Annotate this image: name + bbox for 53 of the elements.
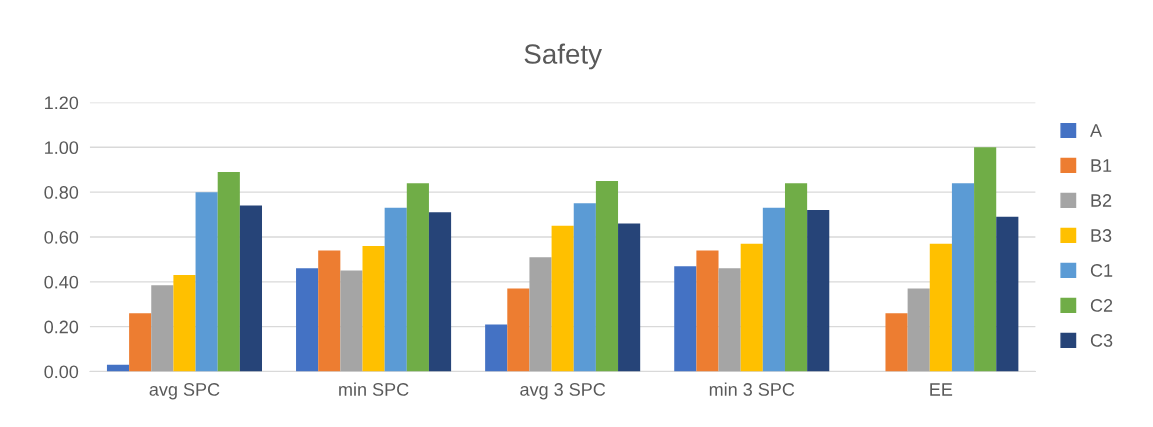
bar xyxy=(573,203,596,372)
bar xyxy=(907,288,930,372)
y-tick-label: 0.00 xyxy=(44,365,79,379)
x-tick-label: min 3 SPC xyxy=(709,382,795,396)
bar xyxy=(151,285,174,372)
legend-label: B2 xyxy=(1091,194,1112,207)
bar xyxy=(428,212,452,372)
y-tick-label: 0.20 xyxy=(44,320,79,334)
y-tick-label: 0.80 xyxy=(44,186,79,199)
bar xyxy=(173,275,196,372)
bar xyxy=(595,180,619,372)
bar xyxy=(239,205,263,372)
bar xyxy=(340,270,363,372)
bar xyxy=(129,313,152,372)
bar xyxy=(529,257,552,372)
bar xyxy=(784,183,808,372)
x-tick-label: avg SPC xyxy=(149,383,220,400)
bar xyxy=(485,324,508,372)
bar xyxy=(551,225,574,372)
y-tick-label: 0.40 xyxy=(44,275,79,289)
legend-label: C2 xyxy=(1090,299,1113,312)
bar xyxy=(974,147,997,372)
bar xyxy=(296,268,319,372)
bar xyxy=(740,243,763,372)
bar xyxy=(807,210,830,372)
bar xyxy=(674,266,697,372)
bar xyxy=(951,183,975,372)
bar xyxy=(718,268,741,372)
y-tick-label: 0.60 xyxy=(44,230,79,244)
y-tick-label: 1.00 xyxy=(45,141,79,155)
y-tick-label: 1.20 xyxy=(45,96,79,110)
bar xyxy=(929,243,952,372)
legend-label: B1 xyxy=(1091,159,1112,172)
bar xyxy=(507,288,530,372)
legend-label: B3 xyxy=(1091,229,1112,242)
x-tick-label: avg 3 SPC xyxy=(520,383,606,400)
bar xyxy=(384,207,407,372)
bar xyxy=(195,192,218,372)
bar xyxy=(362,245,385,372)
bar xyxy=(217,171,240,372)
bar xyxy=(406,183,429,372)
legend-label: C3 xyxy=(1090,334,1113,347)
bar xyxy=(618,223,641,372)
bar xyxy=(762,207,785,372)
bar xyxy=(885,313,908,372)
x-tick-label: min SPC xyxy=(339,382,409,396)
legend-label: A xyxy=(1090,124,1102,137)
x-tick-label: EE xyxy=(930,383,953,396)
chart-title: Safety xyxy=(524,43,602,70)
bar xyxy=(696,250,719,372)
bar xyxy=(318,250,341,372)
legend-label: C1 xyxy=(1090,264,1113,277)
bar xyxy=(996,216,1019,372)
